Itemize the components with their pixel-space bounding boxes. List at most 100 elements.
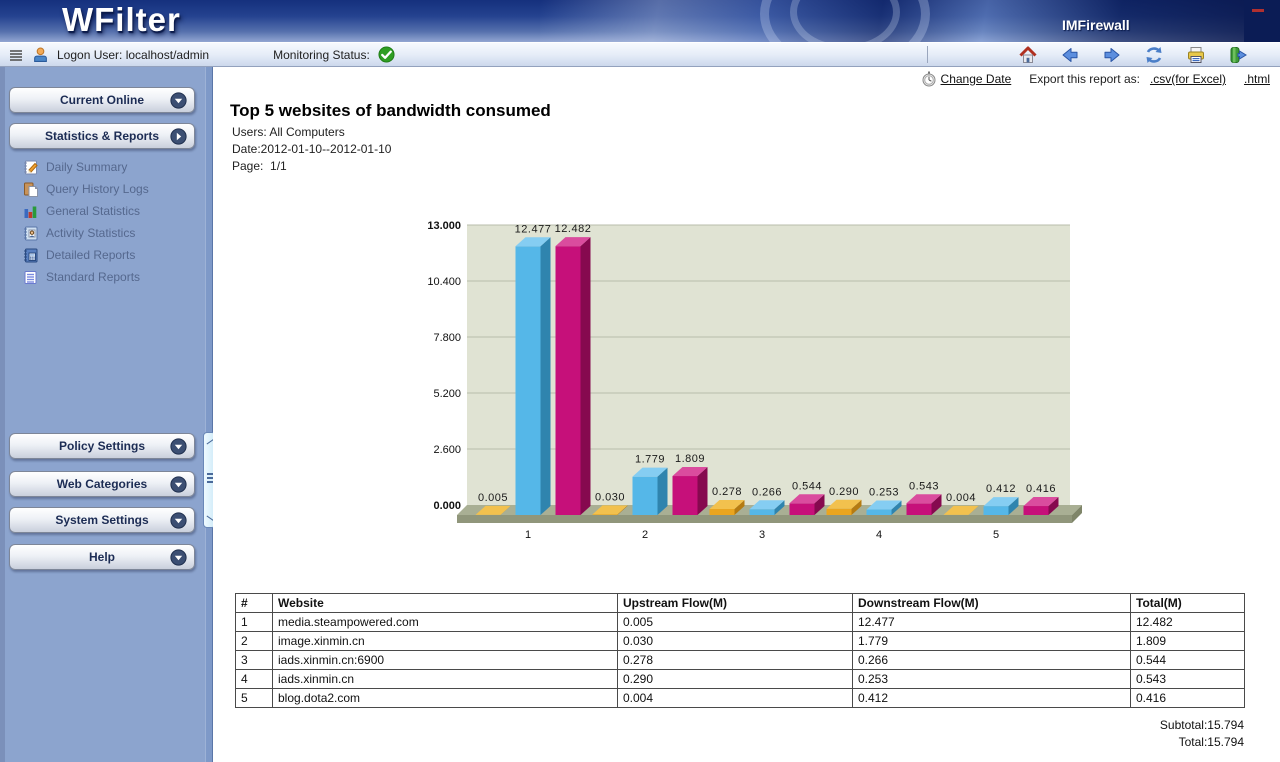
bar-upstream-flow-m--cat4: 0.290 [826,486,862,515]
sidebar-item-label: Detailed Reports [46,248,136,262]
sidebar-item-label: Daily Summary [46,160,128,174]
x-axis-category-label: 3 [759,529,765,541]
sidebar-divider [205,67,213,762]
value-cell: 12.482 [1130,612,1245,632]
export-html-link[interactable]: .html [1243,72,1270,86]
table-row: 4 iads.xinmin.cn 0.290 0.253 0.543 [235,669,1245,689]
sidebar-section-system-settings[interactable]: System Settings [9,507,195,533]
bar-value-label: 12.482 [555,223,592,235]
chevron-down-icon [170,549,187,566]
website-cell: iads.xinmin.cn [272,669,618,689]
bar-value-label: 0.412 [986,483,1016,495]
sidebar-item-standard-reports[interactable]: Standard Reports [22,267,140,287]
sidebar-item-daily-summary[interactable]: Daily Summary [22,157,127,177]
website-cell: image.xinmin.cn [272,631,618,651]
address-book-icon [22,225,39,242]
value-cell: 0.412 [852,688,1131,708]
top-banner: WFilter IMFirewall [0,0,1280,74]
bar-total-m--cat5: 0.416 [1023,483,1059,515]
website-cell: blog.dota2.com [272,688,618,708]
subtotal-value: 15.794 [1207,718,1244,732]
bar-downstream-flow-m--cat4: 0.253 [866,487,902,515]
table-header-row: # Website Upstream Flow(M) Downstream Flow(… [235,593,1245,613]
chevron-down-icon [170,92,187,109]
table-row: 5 blog.dota2.com 0.004 0.412 0.416 [235,688,1245,708]
user-icon [32,46,49,63]
column-header: Total(M) [1130,593,1245,613]
bar-value-label: 0.004 [946,492,976,504]
y-axis-tick-label: 10.400 [427,276,461,288]
sidebar-section-web-categories[interactable]: Web Categories [9,471,195,497]
chart-canvas: 0.000 2.600 5.200 7.800 10.400 13.000 0.005 12.… [427,220,1082,541]
value-cell: 0.253 [852,669,1131,689]
bar-value-label: 0.030 [595,491,625,503]
value-cell: 0.416 [1130,688,1245,708]
y-axis-tick-label: 0.000 [433,500,461,512]
bar-value-label: 0.278 [712,486,742,498]
print-icon[interactable] [1186,45,1206,65]
chart-floor-side [1072,505,1082,523]
value-cell: 0.543 [1130,669,1245,689]
x-axis-category-label: 4 [876,529,882,541]
sidebar-item-detailed-reports[interactable]: Detailed Reports [22,245,135,265]
app-logo: WFilter [62,1,181,38]
toolbar-separator [927,46,928,63]
change-date-link[interactable]: Change Date [940,72,1012,86]
stopwatch-icon [921,71,937,87]
value-cell: 5 [235,688,273,708]
lined-document-icon [22,269,39,286]
value-cell: 0.290 [617,669,853,689]
bar-value-label: 0.290 [829,486,859,498]
refresh-icon[interactable] [1144,45,1164,65]
chevron-down-icon [170,476,187,493]
export-csv-link[interactable]: .csv(for Excel) [1149,72,1226,86]
sidebar-section-policy-settings[interactable]: Policy Settings [9,433,195,459]
value-cell: 1 [235,612,273,632]
back-icon[interactable] [1060,45,1080,65]
chevron-right-icon [170,128,187,145]
bar-downstream-flow-m--cat5: 0.412 [983,483,1019,515]
value-cell: 0.544 [1130,650,1245,670]
total-label: Total: [1178,735,1208,749]
bar-downstream-flow-m--cat1: 12.477 [515,223,552,515]
sidebar-section-statistics-reports[interactable]: Statistics & Reports [9,123,195,149]
value-cell: 12.477 [852,612,1131,632]
exit-icon[interactable] [1228,45,1248,65]
home-icon[interactable] [1018,45,1038,65]
sidebar-item-label: Activity Statistics [46,226,136,240]
copy-pages-icon [22,181,39,198]
bar-downstream-flow-m--cat3: 0.266 [749,486,785,515]
x-axis-category-label: 2 [642,529,648,541]
calculator-book-icon [22,247,39,264]
menu-icon[interactable] [8,47,24,63]
bar-upstream-flow-m--cat1: 0.005 [475,492,511,515]
sidebar-item-label: General Statistics [46,204,141,218]
bar-total-m--cat2: 1.809 [672,453,708,515]
bar-value-label: 0.266 [752,486,782,498]
notebook-pencil-icon [22,159,39,176]
export-group: Export this report as: .csv(for Excel) [1029,72,1226,86]
report-content: Change Date Export this report as: .csv(… [213,67,1280,762]
sidebar-section-help[interactable]: Help [9,544,195,570]
x-axis-category-label: 1 [525,529,531,541]
value-cell: 0.005 [617,612,853,632]
sidebar-item-general-statistics[interactable]: General Statistics [22,201,140,221]
bandwidth-bar-chart: 0.000 2.600 5.200 7.800 10.400 13.000 0.005 12.… [420,205,1100,555]
change-date-group: Change Date [921,71,1012,87]
toolbar: Logon User: localhost/admin Monitoring S… [0,42,1280,67]
bar-value-label: 0.005 [478,492,508,504]
value-cell: 1.809 [1130,631,1245,651]
sidebar-section-current-online[interactable]: Current Online [9,87,195,113]
export-label: Export this report as: [1029,72,1140,86]
value-cell: 0.030 [617,631,853,651]
sidebar-item-activity-statistics[interactable]: Activity Statistics [22,223,135,243]
bar-value-label: 0.416 [1026,483,1056,495]
y-axis-tick-label: 5.200 [433,388,461,400]
sidebar: Current Online Statistics & Reports Dail… [0,67,205,762]
bar-total-m--cat3: 0.544 [789,480,825,515]
bar-value-label: 12.477 [515,223,552,235]
sidebar-item-query-history-logs[interactable]: Query History Logs [22,179,149,199]
forward-icon[interactable] [1102,45,1122,65]
table-row: 3 iads.xinmin.cn:6900 0.278 0.266 0.544 [235,650,1245,670]
